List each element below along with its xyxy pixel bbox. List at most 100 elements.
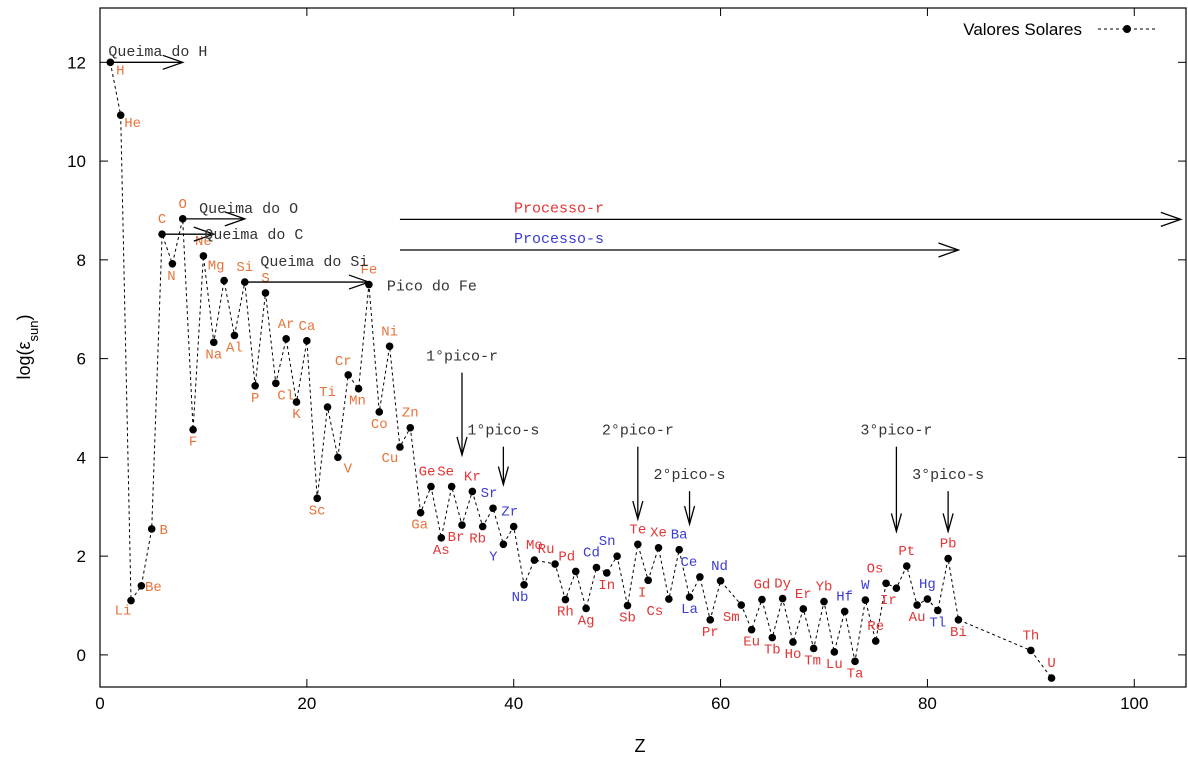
element-label: Zn xyxy=(402,406,419,422)
x-tick-label: 20 xyxy=(297,694,316,713)
data-point xyxy=(706,616,715,624)
element-label: Sr xyxy=(481,486,498,502)
y-tick-label: 4 xyxy=(77,448,86,467)
data-point xyxy=(582,604,590,613)
element-label: Ta xyxy=(847,666,864,682)
element-label: C xyxy=(158,212,166,228)
plot-frame xyxy=(99,7,1187,688)
data-point xyxy=(261,289,270,297)
element-label: Ne xyxy=(195,234,212,250)
element-label: As xyxy=(433,543,450,559)
element-label: In xyxy=(598,578,615,594)
element-label: Er xyxy=(795,587,812,603)
element-label: Pb xyxy=(940,537,957,553)
data-point xyxy=(230,331,239,340)
data-point xyxy=(447,482,456,491)
burning-arrow-head xyxy=(193,226,216,242)
element-label: Sn xyxy=(599,534,616,550)
data-point xyxy=(106,58,115,67)
element-label: Hf xyxy=(836,589,853,605)
data-point xyxy=(427,482,435,491)
peak-arrow-head xyxy=(890,513,903,534)
burning-label: Queima do Si xyxy=(260,254,368,271)
element-label: Nb xyxy=(512,590,529,606)
data-point xyxy=(892,584,901,593)
data-point xyxy=(189,425,197,434)
process-label: Processo-r xyxy=(514,200,604,217)
burning-arrow-head xyxy=(162,54,185,70)
element-label: Tm xyxy=(804,653,821,669)
peak-label: 2°pico-s xyxy=(654,467,726,484)
element-label: Yb xyxy=(816,580,833,596)
data-point xyxy=(116,111,125,119)
data-point xyxy=(789,638,797,646)
legend-marker xyxy=(1123,25,1131,33)
data-point xyxy=(406,423,415,432)
element-label: Na xyxy=(205,347,222,363)
element-label: Zr xyxy=(501,505,518,521)
y-axis-label-close: ) xyxy=(14,314,34,320)
element-label: Bi xyxy=(950,625,967,641)
peak-arrow-head xyxy=(456,436,468,458)
data-point xyxy=(716,577,725,585)
element-label: Mn xyxy=(349,394,366,410)
element-label: Tl xyxy=(929,615,946,631)
x-tick-label: 60 xyxy=(711,694,730,713)
element-label: Fe xyxy=(361,263,378,279)
y-axis-label: log(εsun) xyxy=(14,314,41,379)
data-point xyxy=(499,540,508,549)
x-tick-label: 100 xyxy=(1120,694,1148,713)
element-label: Os xyxy=(867,561,884,577)
data-point xyxy=(292,398,301,406)
element-label: U xyxy=(1047,656,1055,672)
element-label: Au xyxy=(909,610,926,626)
data-point xyxy=(592,563,601,572)
data-point xyxy=(685,593,694,601)
data-point xyxy=(468,487,477,496)
data-point xyxy=(923,595,932,603)
element-label: Co xyxy=(371,417,388,433)
data-point xyxy=(385,342,394,351)
element-label: O xyxy=(179,197,187,213)
data-point xyxy=(323,403,332,411)
series-line xyxy=(109,62,1052,679)
data-point xyxy=(737,601,746,609)
data-point xyxy=(665,595,673,603)
data-point xyxy=(344,371,353,379)
data-point xyxy=(747,625,756,634)
burning-arrow-head xyxy=(224,211,247,227)
data-point xyxy=(561,595,570,604)
x-tick-label: 80 xyxy=(918,694,937,713)
series-path xyxy=(109,62,1052,679)
peak-label: 3°pico-r xyxy=(860,423,932,440)
element-label: Hg xyxy=(919,577,936,593)
y-tick-label: 8 xyxy=(77,251,86,270)
data-point xyxy=(851,657,859,666)
data-point xyxy=(954,616,963,624)
element-label: Ca xyxy=(298,319,315,335)
data-point xyxy=(696,573,704,581)
peak-label: 1°pico-s xyxy=(467,423,539,440)
data-point xyxy=(654,543,663,552)
data-point xyxy=(861,596,870,604)
data-point xyxy=(644,576,652,585)
data-point xyxy=(303,337,311,345)
element-label: Ho xyxy=(785,647,802,663)
data-point xyxy=(623,601,632,610)
data-point xyxy=(551,560,559,568)
data-point xyxy=(634,540,642,549)
burning-label: Queima do C xyxy=(204,227,303,244)
y-tick-label: 6 xyxy=(77,350,86,369)
element-label: Gd xyxy=(754,578,771,594)
element-label: S xyxy=(261,271,269,287)
element-label: Ag xyxy=(578,613,595,629)
data-point xyxy=(209,338,218,347)
element-label: Ga xyxy=(411,518,428,534)
y-axis-label-sub: sun xyxy=(26,320,41,341)
data-point xyxy=(830,648,839,656)
data-point xyxy=(871,637,880,645)
x-tick-label: 0 xyxy=(95,694,104,713)
data-point xyxy=(882,579,890,588)
data-point xyxy=(1027,646,1035,655)
peak-arrow-head xyxy=(683,505,696,527)
